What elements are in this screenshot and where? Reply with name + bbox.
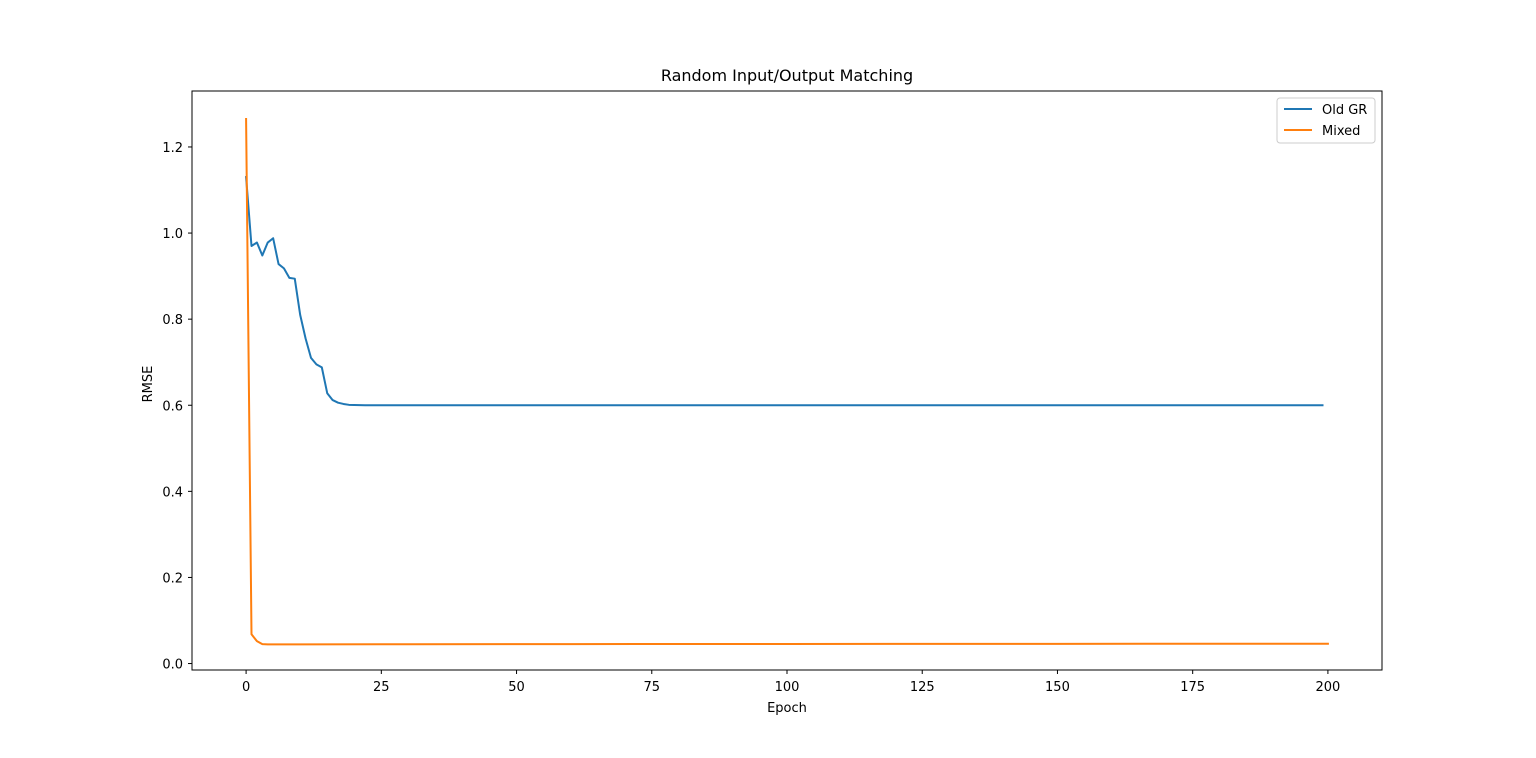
x-axis: 0 25 50 75 100 125 150 175 200 (242, 670, 1340, 695)
y-tick-label: 1.0 (162, 227, 183, 242)
legend: Old GR Mixed (1276, 97, 1376, 144)
x-tick-label: 75 (643, 680, 660, 695)
x-tick-label: 125 (910, 680, 935, 695)
y-axis: 0.0 0.2 0.4 0.6 0.8 1.0 1.2 (162, 141, 192, 673)
y-tick-label: 0.0 (162, 658, 183, 673)
y-tick-label: 0.4 (162, 485, 183, 500)
x-tick-label: 50 (508, 680, 525, 695)
y-tick-label: 0.6 (162, 399, 183, 414)
x-tick-label: 200 (1315, 680, 1340, 695)
series-line-mixed (245, 117, 1329, 646)
x-tick-label: 150 (1045, 680, 1070, 695)
legend-label-mixed: Mixed (1322, 124, 1360, 139)
y-tick-label: 0.8 (162, 313, 183, 328)
x-tick-label: 25 (373, 680, 390, 695)
y-tick-label: 0.2 (162, 571, 183, 586)
y-tick-label: 1.2 (162, 141, 183, 156)
legend-label-old-gr: Old GR (1322, 103, 1367, 118)
chart-title: Random Input/Output Matching (661, 66, 913, 85)
x-tick-label: 0 (242, 680, 250, 695)
series-line-old-gr (245, 176, 1324, 407)
x-axis-label: Epoch (767, 701, 807, 716)
y-axis-label: RMSE (141, 366, 156, 403)
x-tick-label: 175 (1180, 680, 1205, 695)
x-tick-label: 100 (775, 680, 800, 695)
plot-lines (245, 117, 1329, 646)
